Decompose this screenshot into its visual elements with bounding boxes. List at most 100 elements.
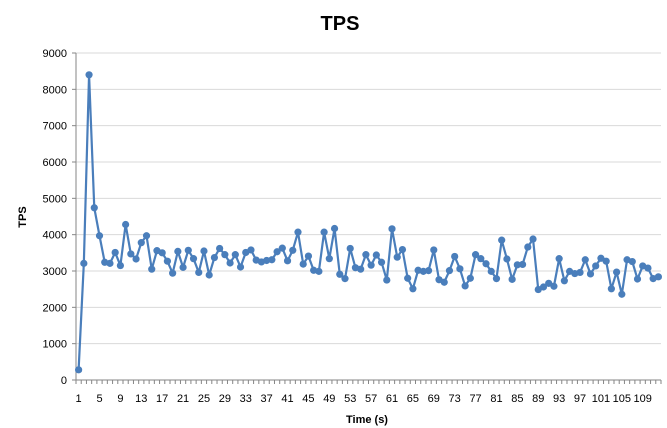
data-point	[304, 252, 313, 260]
axes	[72, 52, 662, 384]
series-line-tps	[77, 73, 659, 370]
data-point	[142, 232, 151, 240]
data-point	[294, 228, 302, 236]
data-point	[424, 267, 433, 275]
data-point	[607, 285, 615, 293]
data-point	[336, 270, 344, 278]
data-point	[195, 268, 203, 277]
x-tick-labels: 1 5 9 13 17 21 25 29 33 37 41 45 49 53 57 61 65 69 73 77 81 8…	[76, 393, 652, 405]
data-point	[628, 257, 636, 266]
data-point	[148, 265, 156, 273]
data-point	[95, 232, 104, 240]
y-tick-label: 8000	[43, 84, 67, 96]
gridlines	[76, 52, 661, 345]
data-point	[127, 250, 135, 258]
data-point	[278, 244, 286, 252]
data-point	[555, 255, 563, 263]
data-point	[236, 263, 245, 271]
data-point	[106, 259, 114, 267]
data-point	[503, 255, 511, 263]
data-point	[221, 251, 229, 259]
data-point	[111, 248, 119, 257]
x-tick-label: 53	[344, 393, 356, 405]
data-point	[315, 267, 323, 275]
data-point	[487, 267, 495, 275]
data-point	[404, 274, 412, 282]
x-tick-label: 109	[634, 393, 652, 405]
data-point	[602, 257, 610, 265]
data-point	[132, 255, 140, 263]
x-tick-label: 29	[219, 393, 231, 405]
data-point	[367, 261, 375, 269]
data-point	[90, 204, 98, 212]
data-point	[273, 248, 281, 256]
data-point	[613, 268, 621, 276]
data-point	[80, 259, 88, 267]
y-axis-title: TPS	[17, 206, 29, 227]
y-tick-labels: 0 1000 2000 3000 4000 5000 6000 7000 8000 9000	[43, 48, 67, 387]
data-point	[205, 271, 213, 279]
data-point	[581, 256, 589, 264]
data-point	[362, 251, 370, 259]
data-point	[518, 260, 527, 269]
x-tick-label: 73	[449, 393, 461, 405]
data-point	[377, 258, 386, 266]
data-point	[471, 251, 480, 259]
data-point	[592, 262, 600, 270]
data-point	[137, 239, 145, 247]
x-tick-label: 45	[302, 393, 314, 405]
data-point	[289, 246, 297, 254]
y-tick-label: 6000	[43, 157, 67, 169]
data-point	[586, 270, 595, 278]
data-point	[550, 282, 558, 290]
data-point	[456, 265, 464, 273]
data-point	[445, 267, 454, 275]
x-tick-label: 37	[261, 393, 273, 405]
data-point	[529, 235, 537, 243]
data-point	[116, 261, 124, 270]
data-point	[644, 264, 652, 272]
data-point	[163, 257, 172, 265]
y-tick-label: 2000	[43, 302, 67, 314]
x-tick-label: 41	[281, 393, 293, 405]
data-point	[393, 253, 401, 261]
x-tick-label: 81	[490, 393, 502, 405]
x-tick-label: 33	[240, 393, 252, 405]
y-tick-label: 3000	[43, 266, 67, 278]
x-axis-title: Time (s)	[346, 414, 388, 426]
data-point	[158, 249, 166, 257]
x-tick-label: 93	[553, 393, 565, 405]
data-point	[299, 260, 307, 268]
data-point	[383, 276, 391, 284]
x-tick-label: 89	[532, 393, 544, 405]
data-point	[440, 278, 448, 286]
y-tick-label: 9000	[43, 48, 67, 60]
x-tick-label: 49	[323, 393, 335, 405]
data-point	[247, 246, 255, 254]
data-point	[492, 275, 501, 283]
x-tick-label: 97	[574, 393, 586, 405]
data-point	[341, 275, 349, 283]
data-point	[451, 252, 459, 261]
data-point	[430, 246, 438, 254]
data-point	[330, 224, 339, 233]
data-point	[320, 228, 328, 236]
series-tps	[75, 71, 662, 374]
x-tick-label: 13	[135, 393, 147, 405]
y-tick-label: 7000	[43, 121, 67, 133]
data-point	[210, 253, 219, 262]
data-point	[409, 285, 417, 293]
data-point	[174, 247, 182, 255]
y-tick-label: 4000	[43, 230, 67, 242]
x-tick-label: 101	[592, 393, 610, 405]
data-point	[372, 251, 380, 259]
data-point	[357, 265, 365, 273]
data-point	[508, 275, 516, 283]
data-point	[189, 255, 198, 263]
x-tick-label: 77	[469, 393, 481, 405]
x-tick-label: 61	[386, 393, 398, 405]
data-point	[200, 247, 208, 255]
x-tick-label: 25	[198, 393, 210, 405]
x-tick-label: 65	[407, 393, 419, 405]
